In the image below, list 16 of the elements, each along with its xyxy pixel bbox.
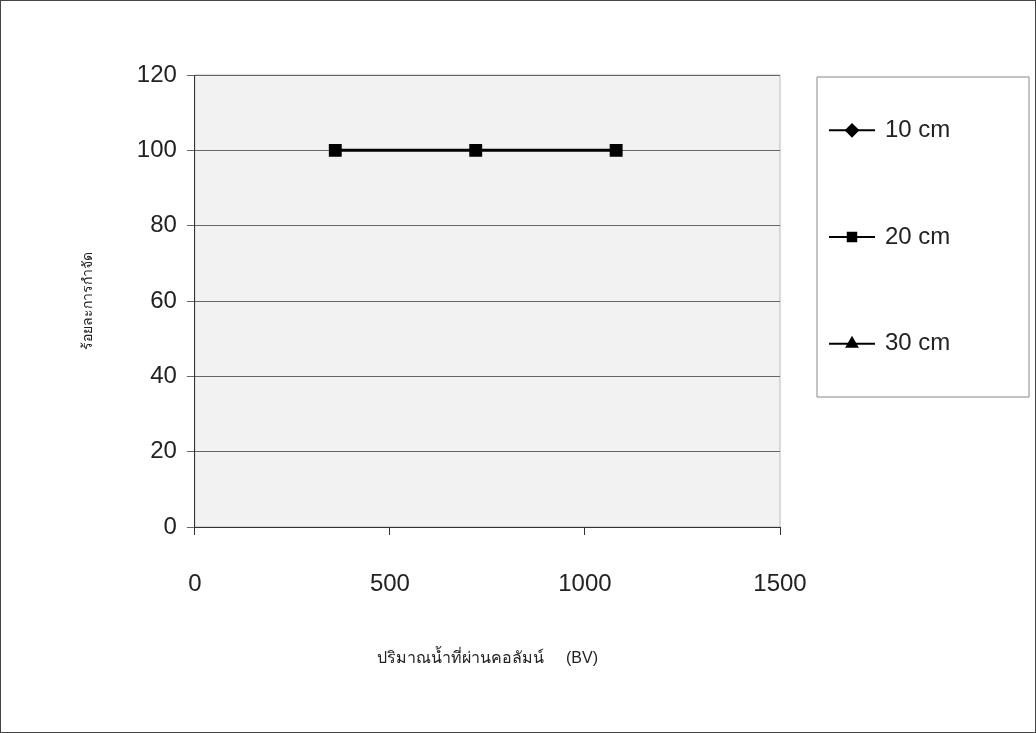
x-axis-title: ปริมาณน้ำที่ผ่านคอลัมน์ (BV): [376, 645, 599, 666]
y-tick-label: 80: [150, 210, 177, 238]
y-tick-label: 0: [163, 511, 177, 539]
x-tick-label: 0: [188, 569, 202, 597]
x-tick-label: 1500: [753, 569, 807, 597]
y-tick-label: 20: [150, 436, 177, 464]
y-axis-title: ร้อยละการกำจัด: [79, 252, 96, 350]
y-tick-label: 40: [150, 360, 177, 388]
y-tick-label: 60: [150, 285, 177, 313]
legend-label: 20 cm: [885, 221, 951, 249]
y-tick-label: 120: [136, 59, 177, 87]
legend-label: 30 cm: [885, 328, 951, 356]
y-tick-label: 100: [136, 134, 177, 162]
x-tick-label: 1000: [558, 569, 612, 597]
x-tick-label: 500: [369, 569, 410, 597]
legend-label: 10 cm: [885, 114, 951, 142]
